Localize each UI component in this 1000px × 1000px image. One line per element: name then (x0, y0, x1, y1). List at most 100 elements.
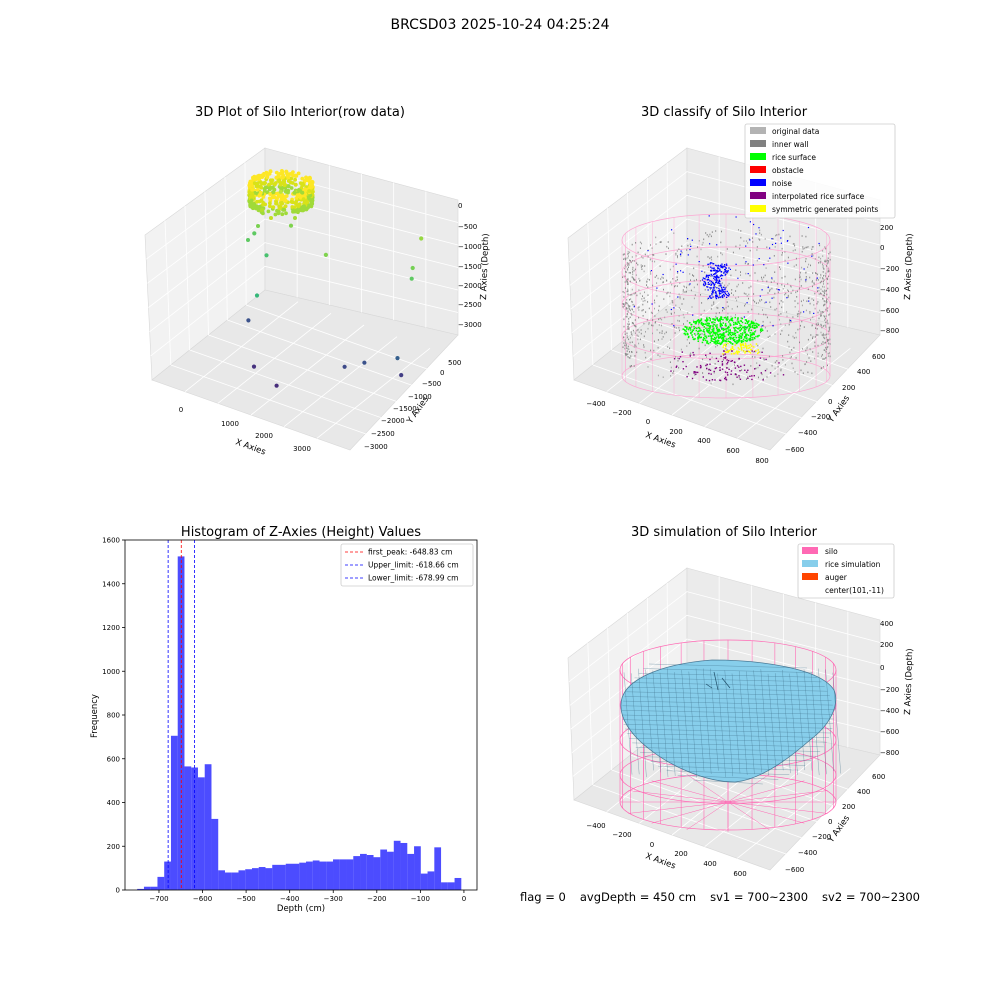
interpolated-point (751, 375, 753, 377)
rice-point (709, 318, 712, 320)
noise-point (724, 269, 726, 271)
wall-point (817, 344, 819, 347)
wall-point (643, 322, 645, 325)
rice-point (699, 320, 701, 322)
wall-point (822, 297, 824, 300)
wall-point (683, 323, 684, 325)
wall-point (817, 279, 819, 281)
symmetric-point (744, 352, 746, 354)
wall-point (633, 324, 635, 327)
rice-point (713, 323, 715, 326)
rice-point (753, 336, 755, 339)
wall-point (782, 301, 784, 303)
wall-point (793, 337, 795, 339)
wall-point (628, 327, 630, 330)
wall-point (669, 347, 671, 350)
rice-point (738, 336, 741, 339)
wall-point (626, 290, 628, 293)
symmetric-point (757, 352, 759, 355)
wall-point (667, 241, 669, 243)
symmetric-point (750, 345, 753, 347)
wall-point (820, 314, 822, 317)
wall-point (627, 253, 629, 255)
wall-point (667, 346, 669, 348)
wall-point (788, 323, 790, 326)
x-tick: 0 (179, 406, 183, 414)
wall-point (794, 249, 796, 251)
noise-point (720, 283, 722, 285)
noise-point (807, 226, 810, 229)
interpolated-point (725, 379, 728, 381)
rice-point (706, 319, 708, 321)
symmetric-point (735, 350, 738, 352)
wall-point (829, 313, 831, 315)
wall-point (817, 352, 819, 355)
wall-point (820, 288, 822, 291)
symmetric-point (738, 351, 740, 353)
wall-point (697, 246, 698, 248)
wall-point (757, 279, 759, 282)
wall-point (623, 291, 625, 294)
wall-point (824, 317, 826, 320)
wall-point (826, 289, 827, 292)
wall-point (696, 333, 698, 336)
rice-point (715, 343, 717, 345)
wall-point (653, 254, 655, 256)
interpolated-point (708, 379, 711, 382)
rice-point (706, 342, 709, 344)
wall-point (775, 234, 777, 237)
rice-surface-points (682, 316, 764, 355)
wall-point (767, 292, 769, 294)
wall-point (693, 279, 695, 282)
wall-point (650, 273, 652, 275)
wall-point (675, 327, 677, 329)
wall-point (625, 280, 627, 283)
x-tick: 2000 (255, 432, 273, 440)
scatter-point (260, 208, 264, 212)
rice-point (729, 323, 731, 325)
wall-point (818, 293, 820, 296)
rice-point (740, 340, 743, 343)
rice-point (716, 326, 718, 328)
surface-mesh (632, 742, 824, 748)
legend-box (797, 543, 895, 599)
wall-point (670, 312, 672, 315)
rice-point (699, 327, 701, 330)
interpolated-point (710, 373, 712, 375)
wall-point (627, 288, 629, 291)
wall-point (682, 289, 684, 291)
legend-swatch (750, 127, 766, 134)
noise-point (723, 294, 725, 296)
noise-point (711, 269, 713, 272)
ring-point (273, 181, 278, 185)
wall-point (802, 248, 804, 250)
wall-point (805, 272, 807, 274)
wall-point (629, 308, 631, 310)
wall-point (779, 266, 780, 268)
wall-point (623, 336, 625, 339)
wall-point (794, 300, 796, 302)
surface-mesh (622, 714, 834, 720)
wall-point (828, 314, 830, 316)
noise-point (713, 286, 715, 288)
interpolated-point (724, 377, 726, 380)
noise-point (656, 287, 658, 289)
wall-point (715, 312, 717, 315)
wall-point (800, 278, 802, 281)
wall-point (624, 264, 626, 267)
wall-point (780, 313, 782, 315)
interpolated-point (761, 351, 763, 353)
wall-point (801, 304, 803, 307)
wall-point (821, 354, 823, 356)
wall-point (656, 295, 658, 297)
wall-point (715, 346, 717, 348)
interpolated-point (720, 355, 722, 358)
wall-point (822, 250, 824, 252)
wall-point (809, 311, 811, 313)
wall-point (747, 263, 749, 265)
rice-point (758, 324, 760, 326)
wall-point (691, 306, 693, 308)
y-tick-label: 1600 (102, 537, 120, 545)
noise-point (813, 312, 815, 314)
histogram-bar (441, 882, 448, 890)
